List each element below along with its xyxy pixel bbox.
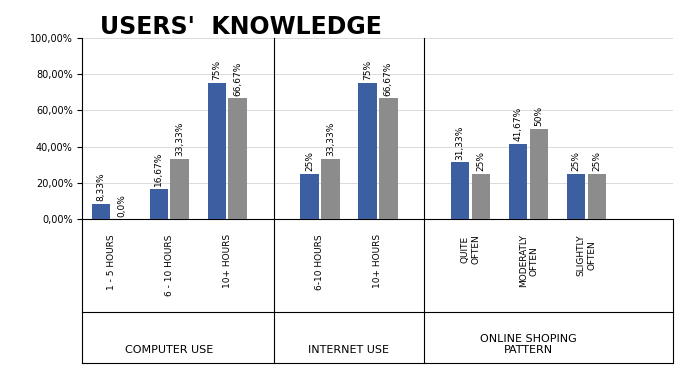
Bar bbox=[509, 144, 528, 219]
Text: USERS'  KNOWLEDGE: USERS' KNOWLEDGE bbox=[100, 15, 381, 39]
Text: MODERATLY
OFTEN: MODERATLY OFTEN bbox=[519, 234, 538, 287]
Text: 8,33%: 8,33% bbox=[96, 173, 106, 201]
Text: 10+ HOURS: 10+ HOURS bbox=[373, 234, 383, 288]
Text: 31,33%: 31,33% bbox=[455, 125, 464, 160]
Bar bbox=[207, 83, 226, 219]
Bar bbox=[472, 174, 491, 219]
Text: 16,67%: 16,67% bbox=[155, 152, 164, 186]
Text: 25%: 25% bbox=[477, 151, 486, 171]
Text: 41,67%: 41,67% bbox=[513, 107, 523, 141]
Bar bbox=[170, 159, 189, 219]
Text: COMPUTER USE: COMPUTER USE bbox=[125, 345, 214, 355]
Text: 25%: 25% bbox=[572, 151, 581, 171]
Text: 6-10 HOURS: 6-10 HOURS bbox=[315, 234, 324, 290]
Text: 25%: 25% bbox=[305, 151, 314, 171]
Text: 66,67%: 66,67% bbox=[384, 61, 393, 96]
Text: 75%: 75% bbox=[212, 60, 221, 81]
Text: 66,67%: 66,67% bbox=[233, 61, 243, 96]
Bar bbox=[587, 174, 606, 219]
Bar bbox=[530, 129, 548, 219]
Text: QUITE
OFTEN: QUITE OFTEN bbox=[461, 234, 480, 264]
Text: 50%: 50% bbox=[534, 106, 543, 126]
Bar bbox=[379, 98, 398, 219]
Bar bbox=[150, 189, 168, 219]
Bar bbox=[91, 204, 110, 219]
Text: 33,33%: 33,33% bbox=[175, 122, 184, 156]
Text: ONLINE SHOPING
PATTERN: ONLINE SHOPING PATTERN bbox=[480, 334, 577, 355]
Text: 1 - 5 HOURS: 1 - 5 HOURS bbox=[107, 234, 116, 290]
Text: 25%: 25% bbox=[592, 151, 601, 171]
Text: 0,0%: 0,0% bbox=[117, 194, 126, 217]
Text: 10+ HOURS: 10+ HOURS bbox=[223, 234, 232, 288]
Text: 6 - 10 HOURS: 6 - 10 HOURS bbox=[165, 234, 174, 296]
Text: INTERNET USE: INTERNET USE bbox=[308, 345, 390, 355]
Text: 33,33%: 33,33% bbox=[326, 122, 335, 156]
Bar bbox=[321, 159, 339, 219]
Text: 75%: 75% bbox=[363, 60, 372, 81]
Text: SLIGHTLY
OFTEN: SLIGHTLY OFTEN bbox=[576, 234, 596, 276]
Bar bbox=[228, 98, 247, 219]
Bar bbox=[358, 83, 376, 219]
Bar bbox=[300, 174, 319, 219]
Bar bbox=[451, 163, 469, 219]
Bar bbox=[567, 174, 585, 219]
